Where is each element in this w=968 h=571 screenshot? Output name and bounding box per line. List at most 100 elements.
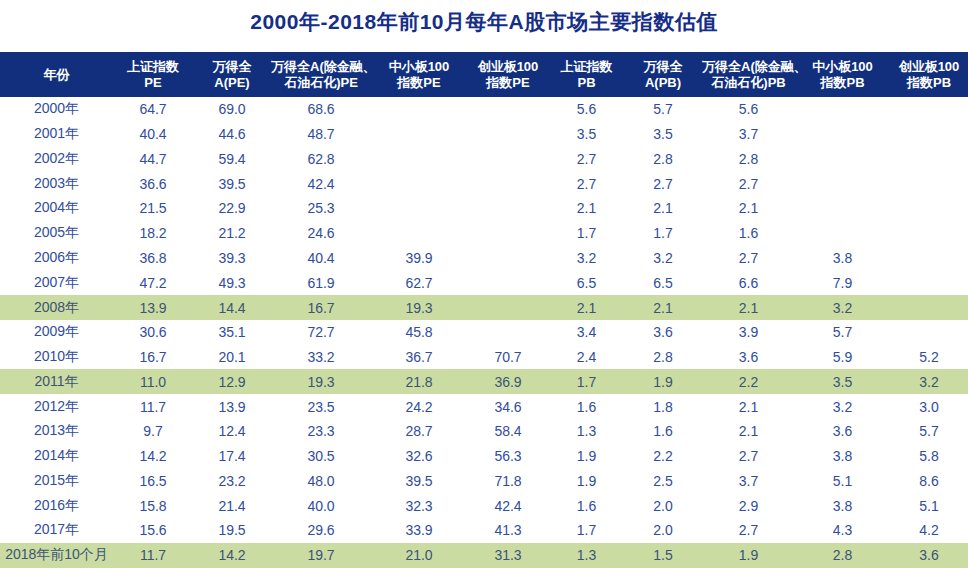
value-cell (371, 171, 467, 196)
value-cell: 2.1 (549, 196, 624, 221)
value-cell: 23.3 (271, 419, 371, 444)
value-cell: 19.5 (193, 518, 271, 543)
value-cell: 62.8 (271, 147, 371, 172)
value-cell: 2.8 (624, 147, 702, 172)
value-cell: 47.2 (113, 270, 193, 295)
value-cell: 28.7 (371, 419, 467, 444)
value-cell: 61.9 (271, 270, 371, 295)
value-cell: 2.0 (624, 493, 702, 518)
value-cell: 41.3 (467, 518, 549, 543)
table-row: 2008年13.914.416.719.32.12.12.13.2 (0, 295, 968, 320)
value-cell: 40.4 (113, 122, 193, 147)
value-cell: 1.6 (702, 221, 795, 246)
value-cell: 32.6 (371, 444, 467, 469)
value-cell: 3.6 (890, 543, 968, 568)
value-cell: 2.1 (702, 419, 795, 444)
value-cell: 2.0 (624, 518, 702, 543)
value-cell (890, 196, 968, 221)
value-cell: 5.7 (624, 97, 702, 122)
value-cell: 39.5 (371, 468, 467, 493)
value-cell: 45.8 (371, 320, 467, 345)
value-cell: 3.9 (702, 320, 795, 345)
year-cell: 2009年 (0, 320, 113, 345)
table-row: 2003年36.639.542.42.72.72.7 (0, 171, 968, 196)
column-header-8: 万得全A(除金融、石油石化)PB (702, 52, 795, 97)
value-cell (371, 221, 467, 246)
value-cell: 14.2 (193, 543, 271, 568)
value-cell: 3.6 (795, 419, 890, 444)
value-cell: 2.8 (702, 147, 795, 172)
value-cell: 36.8 (113, 246, 193, 271)
value-cell: 16.7 (113, 345, 193, 370)
year-cell: 2003年 (0, 171, 113, 196)
column-header-0: 年份 (0, 52, 113, 97)
table-row: 2009年30.635.172.745.83.43.63.95.7 (0, 320, 968, 345)
value-cell: 20.1 (193, 345, 271, 370)
value-cell: 1.7 (549, 369, 624, 394)
value-cell: 33.2 (271, 345, 371, 370)
value-cell: 5.6 (549, 97, 624, 122)
year-cell: 2006年 (0, 246, 113, 271)
value-cell: 2.7 (702, 444, 795, 469)
value-cell: 1.9 (549, 468, 624, 493)
year-cell: 2001年 (0, 122, 113, 147)
value-cell: 12.9 (193, 369, 271, 394)
table-body: 2000年64.769.068.65.65.75.62001年40.444.64… (0, 97, 968, 568)
value-cell (890, 97, 968, 122)
value-cell: 18.2 (113, 221, 193, 246)
report-page: 2000年-2018年前10月每年A股市场主要指数估值 年份上证指数PE万得全A… (0, 0, 968, 571)
value-cell: 36.9 (467, 369, 549, 394)
value-cell: 11.7 (113, 543, 193, 568)
value-cell: 1.3 (549, 543, 624, 568)
value-cell: 13.9 (113, 295, 193, 320)
value-cell: 22.9 (193, 196, 271, 221)
value-cell (795, 171, 890, 196)
value-cell: 68.6 (271, 97, 371, 122)
value-cell: 2.7 (624, 171, 702, 196)
value-cell: 11.7 (113, 394, 193, 419)
table-row: 2013年9.712.423.328.758.41.31.62.13.65.7 (0, 419, 968, 444)
value-cell: 72.7 (271, 320, 371, 345)
table-row: 2015年16.523.248.039.571.81.92.53.75.18.6 (0, 468, 968, 493)
value-cell: 14.2 (113, 444, 193, 469)
value-cell: 5.9 (795, 345, 890, 370)
value-cell: 1.5 (624, 543, 702, 568)
value-cell (467, 97, 549, 122)
table-row: 2000年64.769.068.65.65.75.6 (0, 97, 968, 122)
value-cell: 3.5 (795, 369, 890, 394)
value-cell: 21.0 (371, 543, 467, 568)
value-cell: 2.1 (702, 196, 795, 221)
table-row: 2011年11.012.919.321.836.91.71.92.23.53.2 (0, 369, 968, 394)
value-cell: 30.5 (271, 444, 371, 469)
value-cell: 48.0 (271, 468, 371, 493)
value-cell: 62.7 (371, 270, 467, 295)
table-row: 2005年18.221.224.61.71.71.6 (0, 221, 968, 246)
table-header: 年份上证指数PE万得全A(PE)万得全A(除金融、石油石化)PE中小板100指数… (0, 52, 968, 97)
column-header-5: 创业板100指数PE (467, 52, 549, 97)
value-cell: 5.2 (890, 345, 968, 370)
value-cell: 5.1 (795, 468, 890, 493)
value-cell: 14.4 (193, 295, 271, 320)
value-cell: 2.8 (624, 345, 702, 370)
value-cell: 24.6 (271, 221, 371, 246)
value-cell: 2.1 (702, 295, 795, 320)
value-cell: 33.9 (371, 518, 467, 543)
value-cell: 3.2 (795, 295, 890, 320)
value-cell (890, 295, 968, 320)
value-cell (467, 171, 549, 196)
value-cell: 5.8 (890, 444, 968, 469)
year-cell: 2011年 (0, 369, 113, 394)
value-cell: 2.4 (549, 345, 624, 370)
value-cell: 3.2 (549, 246, 624, 271)
value-cell: 39.3 (193, 246, 271, 271)
value-cell: 2.1 (624, 196, 702, 221)
value-cell: 6.5 (549, 270, 624, 295)
value-cell: 13.9 (193, 394, 271, 419)
value-cell: 15.8 (113, 493, 193, 518)
value-cell: 8.6 (890, 468, 968, 493)
value-cell: 1.6 (549, 493, 624, 518)
value-cell (795, 147, 890, 172)
column-header-9: 中小板100指数PB (795, 52, 890, 97)
value-cell: 32.3 (371, 493, 467, 518)
table-row: 2017年15.619.529.633.941.31.72.02.74.34.2 (0, 518, 968, 543)
